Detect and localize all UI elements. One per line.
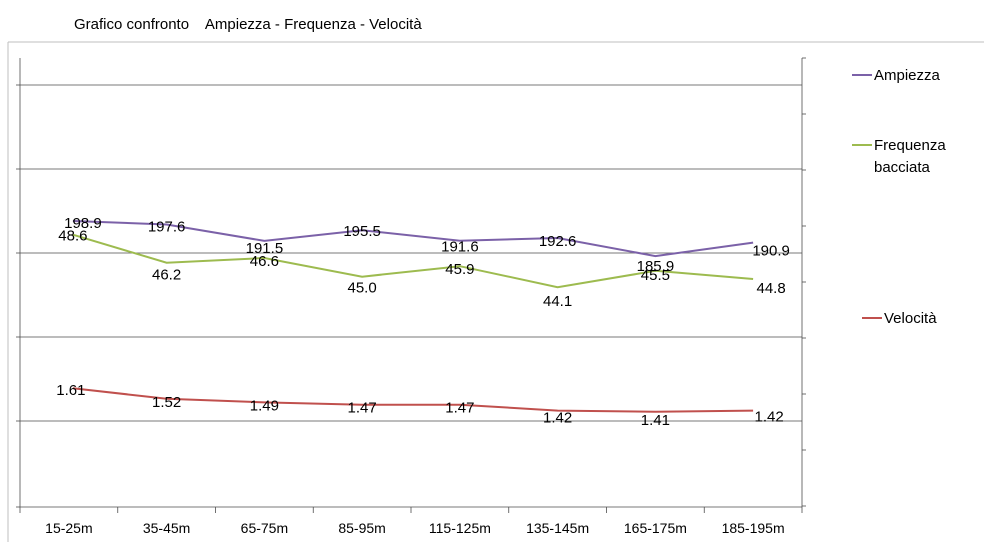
data-label: 195.5	[343, 223, 381, 240]
data-label: 191.5	[246, 240, 284, 257]
data-label: 48.6	[58, 228, 87, 245]
data-label: 192.6	[539, 233, 577, 250]
data-label: 46.2	[152, 267, 181, 284]
data-label: 198.9	[64, 215, 102, 232]
x-tick-label: 85-95m	[338, 520, 385, 536]
data-label: 185.9	[637, 258, 675, 275]
x-tick-label: 135-145m	[526, 520, 589, 536]
x-tick-label: 185-195m	[722, 520, 785, 536]
chart-title: Grafico confronto Ampiezza - Frequenza -…	[74, 16, 422, 33]
data-label: 1.49	[250, 397, 279, 414]
x-tick-label: 15-25m	[45, 520, 92, 536]
data-label: 190.9	[752, 243, 790, 260]
x-tick-label: 65-75m	[241, 520, 288, 536]
x-tick-label: 165-175m	[624, 520, 687, 536]
chart-frame	[7, 41, 984, 542]
data-label: 46.6	[250, 253, 279, 270]
series-line-1	[72, 220, 754, 258]
data-label: 191.6	[441, 239, 479, 256]
data-label: 1.41	[641, 412, 670, 429]
series-layer	[72, 220, 754, 413]
data-label: 1.47	[347, 400, 376, 417]
series-line-2	[72, 233, 754, 289]
data-label: 44.8	[756, 280, 785, 297]
legend: Ampiezza Frequenza bacciata Velocità	[852, 67, 946, 327]
legend-label: Frequenza	[874, 137, 946, 154]
x-tick-label: 115-125m	[429, 520, 491, 536]
data-label: 45.0	[347, 280, 376, 297]
data-label: 1.47	[445, 400, 474, 417]
legend-label: bacciata	[874, 159, 931, 176]
data-label: 1.42	[754, 409, 783, 426]
series-line-3	[72, 387, 754, 413]
data-label: 197.6	[148, 219, 186, 236]
data-label: 1.42	[543, 410, 572, 427]
data-label: 1.61	[56, 382, 85, 399]
data-label: 45.5	[641, 267, 670, 284]
legend-label: Velocità	[884, 310, 937, 327]
x-tick-label: 35-45m	[143, 520, 190, 536]
data-label: 45.9	[445, 261, 474, 278]
data-label: 44.1	[543, 293, 572, 310]
data-labels-layer: 198.9 197.6 191.5 195.5 191.6 192.6 185.9 190.9…	[56, 215, 790, 429]
data-label: 1.52	[152, 394, 181, 411]
x-tick-labels-layer: 15-25m 35-45m 65-75m 85-95m 115-125m 135-145m…	[45, 520, 784, 536]
legend-label: Ampiezza	[874, 67, 941, 84]
